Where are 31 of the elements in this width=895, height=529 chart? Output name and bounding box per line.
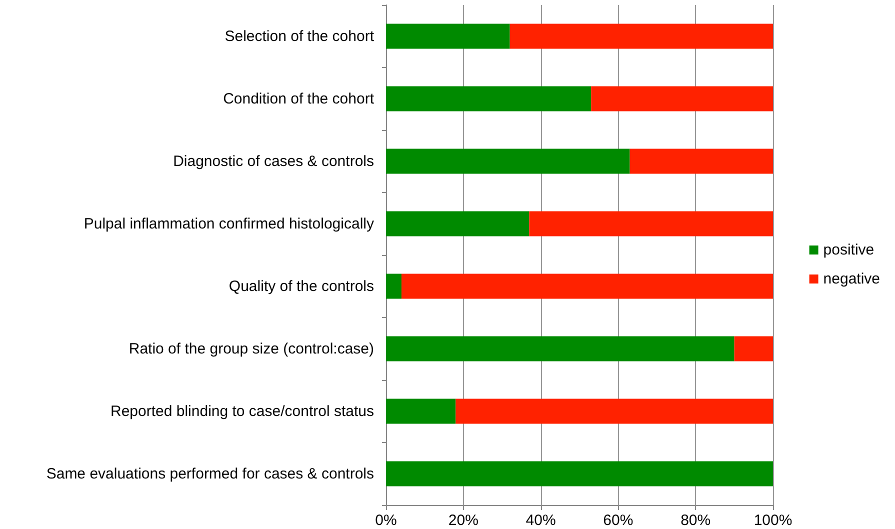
bar <box>734 336 773 362</box>
bar <box>456 398 773 424</box>
legend-label: negative <box>823 270 880 288</box>
y-tick-label: Diagnostic of cases & controls <box>173 152 374 170</box>
y-tick-label: Pulpal inflammation confirmed histologically <box>84 215 374 232</box>
y-tick-label: Ratio of the group size (control:case) <box>128 340 374 358</box>
bar <box>386 211 530 236</box>
x-tick-label: 80% <box>680 512 711 529</box>
bar <box>386 148 630 174</box>
y-tick-label: Same evaluations performed for cases & controls <box>46 465 374 482</box>
x-tick-label: 20% <box>448 512 478 529</box>
bar <box>591 86 773 112</box>
bar <box>529 211 773 236</box>
bar <box>386 24 510 49</box>
bar <box>386 336 734 362</box>
x-tick-label: 40% <box>526 512 556 529</box>
x-tick-label: 100% <box>754 512 792 529</box>
y-tick-label: Reported blinding to case/control status <box>110 402 374 420</box>
bar <box>401 274 773 299</box>
bar <box>386 274 402 299</box>
y-tick-label: Quality of the controls <box>228 278 374 295</box>
y-tick-label: Condition of the cohort <box>223 90 375 108</box>
x-tick-label: 60% <box>603 512 634 529</box>
bar <box>386 398 456 424</box>
x-tick-label: 0% <box>375 512 397 529</box>
legend-label: positive <box>823 242 874 258</box>
bar <box>510 24 773 49</box>
y-tick-label: Selection of the cohort <box>224 28 375 45</box>
bar <box>386 461 773 486</box>
bar <box>386 86 592 112</box>
bar <box>630 148 773 174</box>
